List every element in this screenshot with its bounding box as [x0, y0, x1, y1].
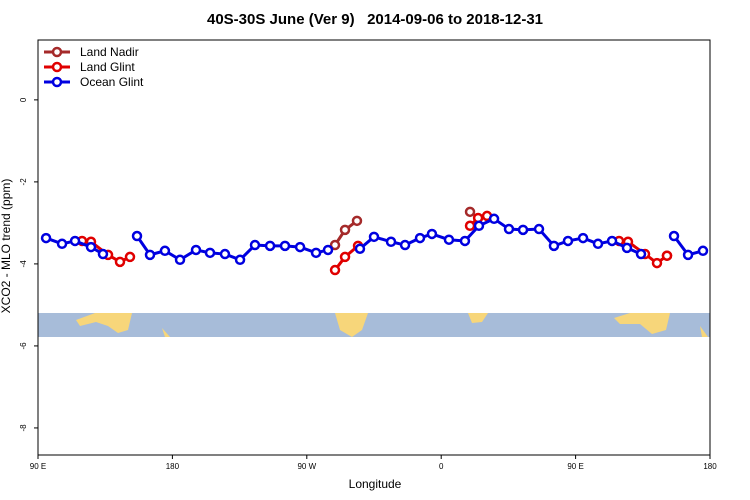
- data-point: [329, 239, 341, 251]
- data-point: [488, 213, 500, 225]
- y-tick-label: -6: [19, 342, 28, 350]
- data-point: [385, 236, 397, 248]
- x-tick-label: 90 E: [567, 462, 583, 471]
- x-tick-label: 180: [166, 462, 180, 471]
- data-point: [682, 249, 694, 261]
- data-point: [606, 235, 618, 247]
- data-point: [577, 232, 589, 244]
- data-point: [219, 248, 231, 260]
- data-point: [329, 264, 341, 276]
- data-point: [322, 244, 334, 256]
- data-point: [124, 251, 136, 263]
- x-tick-label: 0: [439, 462, 444, 471]
- data-point: [114, 256, 126, 268]
- series-line: [81, 214, 668, 271]
- data-point: [159, 245, 171, 257]
- data-point: [249, 239, 261, 251]
- data-point: [473, 220, 485, 232]
- data-point: [310, 247, 322, 259]
- data-point: [294, 241, 306, 253]
- data-point: [697, 245, 709, 257]
- x-tick-label: 90 W: [297, 462, 316, 471]
- legend-marker: [51, 46, 63, 58]
- data-point: [339, 224, 351, 236]
- data-point: [144, 249, 156, 261]
- legend-label: Land Glint: [80, 60, 135, 74]
- plot-frame: [37, 39, 711, 456]
- data-point: [69, 235, 81, 247]
- data-point: [279, 240, 291, 252]
- data-point: [635, 248, 647, 260]
- data-point: [174, 254, 186, 266]
- data-point: [204, 247, 216, 259]
- legend-marker: [51, 61, 63, 73]
- data-point: [548, 240, 560, 252]
- data-point: [40, 232, 52, 244]
- data-point: [459, 235, 471, 247]
- data-point: [85, 241, 97, 253]
- data-point: [668, 230, 680, 242]
- data-point: [651, 257, 663, 269]
- legend-label: Land Nadir: [80, 45, 139, 59]
- y-tick-label: -8: [19, 424, 28, 432]
- data-point: [414, 232, 426, 244]
- data-point: [56, 238, 68, 250]
- data-point: [562, 235, 574, 247]
- legend-label: Ocean Glint: [80, 75, 144, 89]
- y-tick-label: -2: [19, 178, 28, 186]
- data-point: [517, 224, 529, 236]
- data-point: [368, 231, 380, 243]
- x-tick-label: 90 E: [30, 462, 46, 471]
- chart-title: 40S-30S June (Ver 9) 2014-09-06 to 2018-…: [207, 11, 543, 28]
- x-axis-label: Longitude: [349, 477, 402, 491]
- legend-marker: [51, 76, 63, 88]
- data-point: [97, 248, 109, 260]
- data-point: [354, 243, 366, 254]
- data-point: [339, 251, 351, 263]
- y-axis-label: XCO2 - MLO trend (ppm): [0, 179, 13, 314]
- data-point: [503, 223, 515, 235]
- data-point: [399, 239, 411, 251]
- data-point: [621, 242, 633, 254]
- x-tick-label: 180: [703, 462, 717, 471]
- data-point: [234, 254, 246, 266]
- data-point: [661, 250, 673, 261]
- map-strip: [38, 313, 710, 337]
- y-tick-label: 0: [19, 97, 28, 102]
- data-point: [264, 240, 276, 252]
- data-point: [464, 220, 476, 232]
- data-point: [426, 228, 438, 240]
- data-point: [592, 238, 604, 250]
- data-point: [190, 244, 202, 256]
- data-point: [464, 206, 476, 218]
- y-tick-label: -4: [19, 260, 28, 268]
- data-point: [351, 215, 363, 227]
- data-point: [443, 234, 455, 245]
- data-point: [533, 223, 545, 235]
- data-point: [131, 230, 143, 242]
